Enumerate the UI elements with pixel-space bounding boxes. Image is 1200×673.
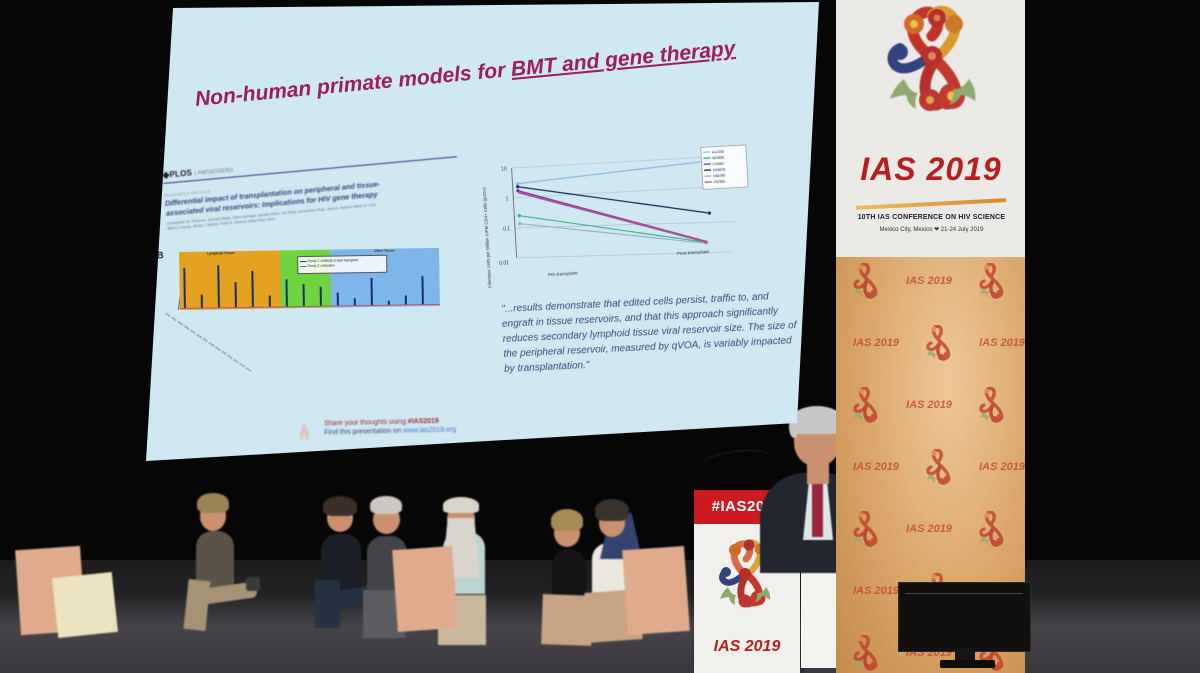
- svg-text:Infectious Units per Million I: Infectious Units per Million IUPM CD4+ C…: [482, 187, 493, 288]
- svg-text:B23456: B23456: [712, 156, 724, 161]
- svg-text:1: 1: [505, 196, 508, 202]
- svg-text:D45678: D45678: [713, 168, 725, 173]
- svg-text:E56789: E56789: [713, 174, 725, 179]
- svg-text:0.1: 0.1: [503, 226, 510, 232]
- svg-text:C34567: C34567: [713, 162, 725, 167]
- svg-text:Pre-transplant: Pre-transplant: [547, 270, 578, 278]
- svg-text:F67890: F67890: [714, 180, 726, 185]
- svg-text:0.01: 0.01: [499, 260, 509, 267]
- svg-text:A12345: A12345: [712, 150, 724, 155]
- svg-text:10: 10: [501, 166, 507, 172]
- svg-text:Post-transplant: Post-transplant: [677, 249, 710, 257]
